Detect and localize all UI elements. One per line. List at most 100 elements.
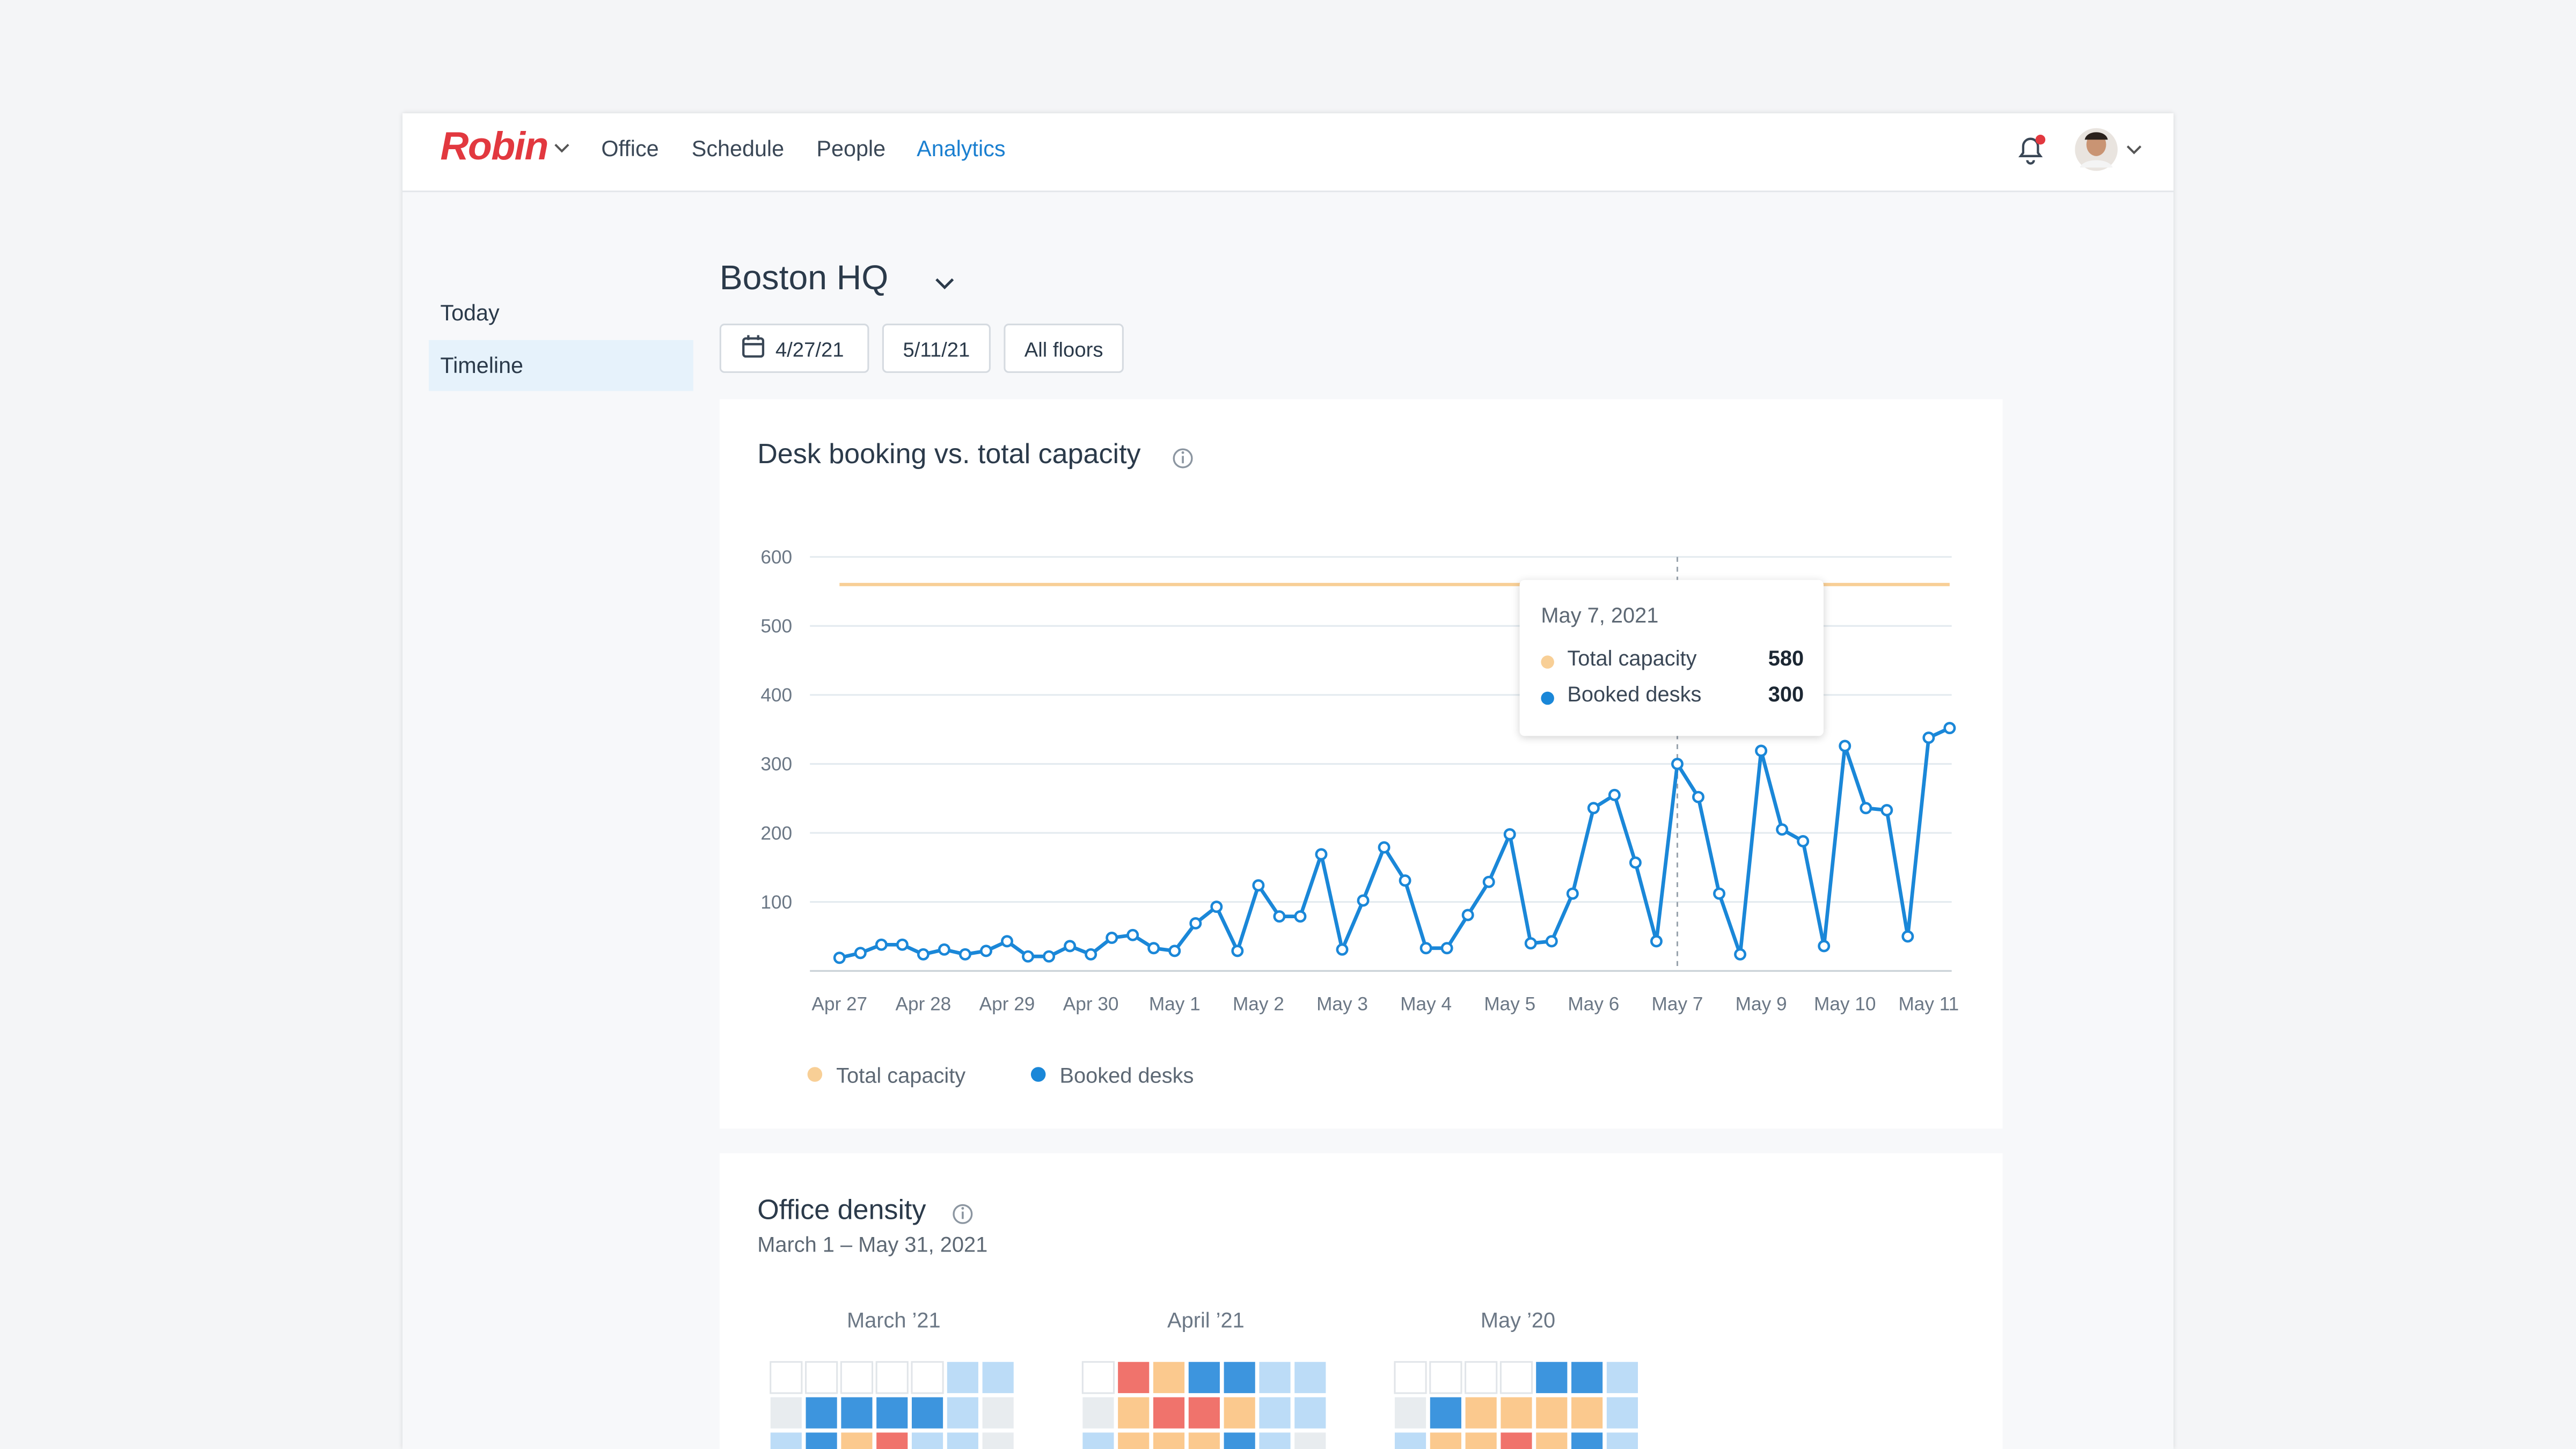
data-point	[980, 945, 992, 957]
density-cell	[1394, 1397, 1426, 1429]
density-cell	[1259, 1397, 1291, 1429]
data-point	[1503, 828, 1516, 841]
density-cell	[875, 1361, 909, 1394]
density-cell	[876, 1432, 908, 1449]
density-cell	[1536, 1397, 1568, 1429]
top-bar	[402, 113, 2174, 193]
tooltip: May 7, 2021 Total capacity 580 Booked desk…	[1519, 580, 1824, 736]
density-cell	[1394, 1432, 1426, 1449]
density-cell	[1465, 1397, 1497, 1429]
month-label: May ’20	[1481, 1308, 1555, 1332]
data-point	[1231, 945, 1244, 957]
legend-label: Booked desks	[1059, 1064, 1194, 1087]
density-cell	[1224, 1432, 1255, 1449]
density-cell	[911, 1432, 943, 1449]
density-cell	[770, 1361, 803, 1394]
info-icon[interactable]	[953, 1204, 973, 1224]
data-point	[1378, 841, 1391, 854]
data-point	[917, 948, 930, 961]
data-point	[1734, 948, 1747, 961]
data-point	[958, 948, 971, 961]
y-tick-label: 500	[760, 616, 792, 637]
data-point	[1419, 942, 1432, 955]
density-cell	[1294, 1362, 1326, 1393]
density-cell	[1501, 1397, 1532, 1429]
tooltip-swatch	[1541, 691, 1554, 705]
tooltip-title: May 7, 2021	[1541, 603, 1659, 628]
density-cell	[1224, 1362, 1255, 1393]
data-point	[1085, 948, 1097, 961]
density-cell	[947, 1397, 978, 1429]
density-cell	[1118, 1362, 1150, 1393]
data-point	[1461, 909, 1474, 921]
legend-label: Total capacity	[836, 1064, 965, 1087]
data-point	[1440, 942, 1453, 955]
density-cell	[1118, 1432, 1150, 1449]
density-cell	[770, 1397, 802, 1429]
sidebar-item[interactable]: Timeline	[428, 340, 693, 391]
density-cell	[947, 1432, 978, 1449]
density-cell	[982, 1397, 1014, 1429]
density-cell	[1499, 1361, 1533, 1394]
data-point	[1043, 950, 1056, 963]
month-label: March ’21	[847, 1308, 941, 1332]
data-point	[1168, 945, 1181, 957]
sidebar-item[interactable]: Today	[440, 301, 500, 326]
data-point	[1608, 788, 1621, 801]
x-tick-label: Apr 29	[979, 994, 1035, 1015]
density-cell	[1153, 1362, 1185, 1393]
x-tick-label: May 3	[1316, 994, 1368, 1015]
user-avatar[interactable]	[2075, 125, 2147, 174]
density-cell	[1188, 1362, 1220, 1393]
data-point	[875, 938, 888, 951]
y-tick-label: 200	[760, 823, 792, 844]
logo[interactable]: Robin	[440, 125, 548, 170]
data-point	[896, 938, 909, 951]
density-cell	[1188, 1432, 1220, 1449]
legend-swatch	[807, 1067, 823, 1082]
nav-item[interactable]: Schedule	[691, 136, 785, 161]
density-cell	[1153, 1432, 1185, 1449]
location-chevron[interactable]	[935, 276, 955, 291]
density-cell	[1465, 1432, 1497, 1449]
data-point	[1399, 874, 1411, 887]
data-point	[938, 943, 950, 956]
nav-item[interactable]: Office	[601, 136, 659, 161]
month-label: April ’21	[1167, 1308, 1245, 1332]
data-point	[1336, 943, 1349, 956]
data-point	[1818, 940, 1831, 953]
data-point	[1587, 802, 1600, 815]
nav-item[interactable]: Analytics	[917, 136, 1006, 161]
x-tick-label: May 2	[1233, 994, 1284, 1015]
data-point	[1524, 937, 1537, 950]
notification-bell[interactable]	[2014, 131, 2050, 167]
density-cell	[1188, 1397, 1220, 1429]
density-subtitle: March 1 – May 31, 2021	[757, 1233, 987, 1257]
x-tick-label: May 5	[1484, 994, 1535, 1015]
density-cell	[806, 1397, 837, 1429]
data-point	[1671, 757, 1684, 770]
logo-chevron[interactable]	[554, 141, 570, 154]
end-date-button[interactable]: 5/11/21	[882, 324, 991, 373]
data-point	[1692, 791, 1704, 803]
data-point	[1880, 804, 1893, 817]
density-title: Office density	[757, 1194, 926, 1225]
density-cell	[1571, 1397, 1603, 1429]
chart-title: Desk booking vs. total capacity	[757, 438, 1140, 470]
floor-button[interactable]: All floors	[1004, 324, 1124, 373]
location-title[interactable]: Boston HQ	[719, 259, 889, 298]
data-point	[1629, 856, 1642, 869]
data-point	[1315, 848, 1328, 861]
data-point	[1022, 950, 1035, 963]
data-point	[1357, 894, 1370, 907]
info-icon[interactable]	[1173, 448, 1193, 469]
data-point	[1860, 802, 1872, 815]
density-cell	[770, 1432, 802, 1449]
density-cell	[1536, 1432, 1568, 1449]
density-cell	[1394, 1361, 1427, 1394]
density-cell	[947, 1362, 978, 1393]
nav-item[interactable]: People	[816, 136, 886, 161]
data-point	[854, 947, 867, 960]
